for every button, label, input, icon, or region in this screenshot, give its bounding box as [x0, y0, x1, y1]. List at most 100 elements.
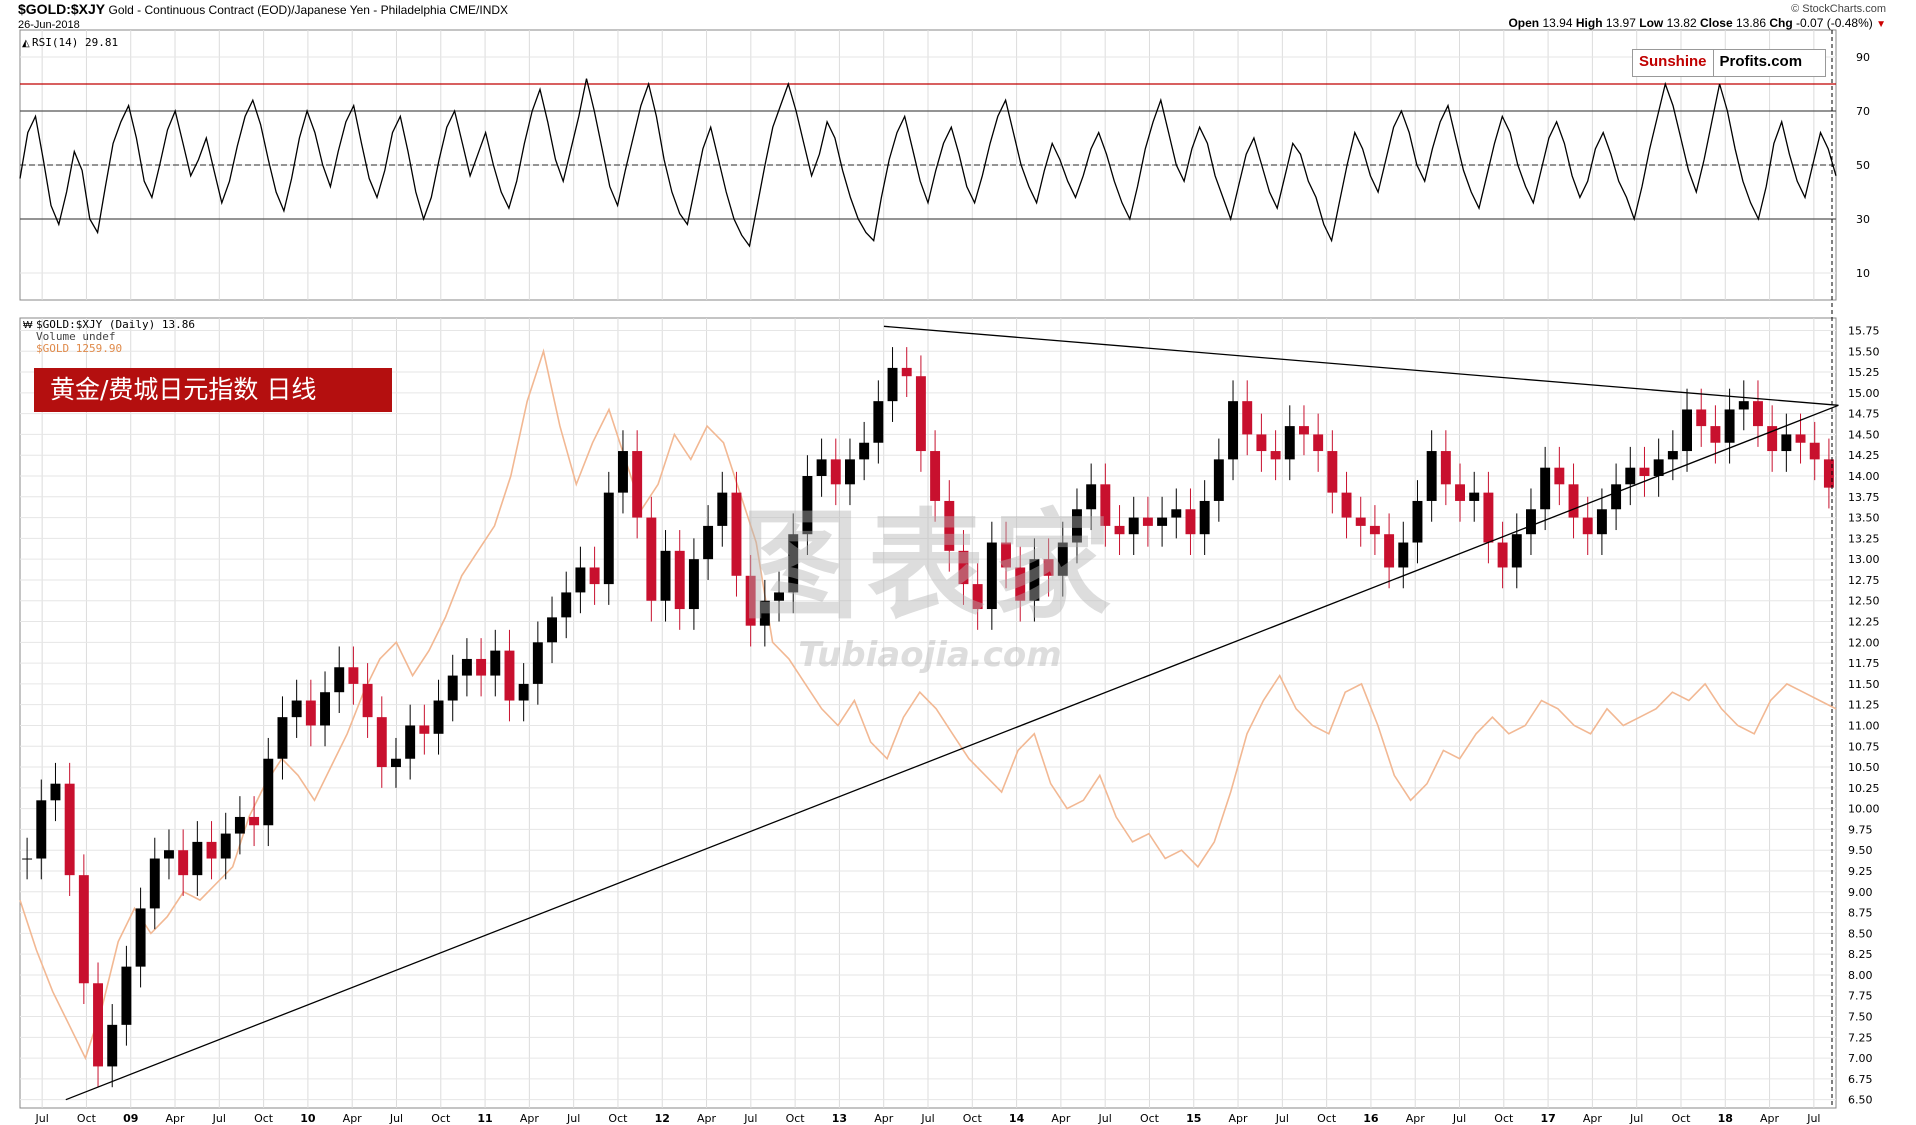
price-y-tick-label: 11.00 — [1848, 719, 1880, 732]
rsi-y-tick-label: 90 — [1856, 51, 1870, 64]
candle-body — [674, 550, 685, 610]
candle-body — [745, 575, 756, 626]
candle-body — [1100, 484, 1111, 526]
price-y-tick-label: 10.50 — [1848, 761, 1880, 774]
price-y-tick-label: 13.50 — [1848, 512, 1880, 525]
candle-body — [561, 592, 572, 618]
x-tick-label: Apr — [1229, 1112, 1249, 1125]
candle-body — [220, 833, 231, 859]
x-tick-label: Apr — [1051, 1112, 1071, 1125]
candle-body — [178, 850, 189, 876]
price-y-tick-label: 9.25 — [1848, 865, 1873, 878]
candle-body — [461, 658, 472, 676]
exchange-label: CME/INDX — [449, 3, 509, 17]
candle-body — [1199, 500, 1210, 535]
candle-body — [1398, 542, 1409, 568]
x-tick-label: Jul — [743, 1112, 757, 1125]
candle-body — [1412, 500, 1423, 543]
candle-body — [164, 850, 174, 859]
price-y-tick-label: 15.00 — [1848, 387, 1880, 400]
candle-body — [1554, 467, 1565, 485]
candle-body — [234, 816, 245, 834]
rsi-y-tick-label: 10 — [1856, 267, 1870, 280]
candle-body — [887, 367, 898, 402]
candle-body — [1313, 434, 1324, 452]
price-y-tick-label: 9.00 — [1848, 886, 1873, 899]
candle-body — [1738, 401, 1749, 410]
candle-body — [419, 725, 430, 734]
x-tick-label: Apr — [1406, 1112, 1426, 1125]
x-tick-label: Oct — [963, 1112, 983, 1125]
candle-body — [1526, 509, 1536, 535]
x-tick-label: Oct — [1494, 1112, 1514, 1125]
x-tick-label: Jul — [212, 1112, 226, 1125]
price-y-tick-label: 13.25 — [1848, 532, 1880, 545]
candle-body — [433, 700, 444, 734]
candle-body — [958, 550, 969, 585]
candle-body — [901, 367, 912, 377]
candle-body — [1114, 525, 1125, 535]
candle-body — [703, 525, 714, 560]
price-y-tick-label: 8.00 — [1848, 969, 1873, 982]
low-value: 13.82 — [1666, 16, 1697, 30]
candle-body — [1781, 434, 1792, 452]
x-tick-label: Jul — [1806, 1112, 1820, 1125]
price-y-tick-label: 8.75 — [1848, 907, 1873, 920]
candle-body — [50, 783, 61, 801]
candle-body — [1483, 492, 1494, 543]
price-y-tick-label: 15.75 — [1848, 324, 1880, 337]
candle-body — [518, 683, 529, 701]
candle-body — [1171, 509, 1182, 518]
rsi-legend: RSI(14) 29.81 — [32, 36, 118, 49]
candle-body — [1270, 451, 1281, 460]
price-y-tick-label: 15.25 — [1848, 366, 1880, 379]
x-tick-label: 18 — [1718, 1112, 1733, 1125]
candle-body — [1355, 517, 1366, 526]
candle-body — [816, 459, 827, 476]
low-label: Low — [1639, 16, 1664, 30]
candle-body — [986, 542, 997, 610]
candle-body — [1015, 567, 1026, 601]
candle-body — [1639, 467, 1650, 476]
chart-overlay-label: 黄金/费城日元指数 日线 — [34, 368, 392, 412]
candle-body — [1469, 492, 1480, 501]
candle-body — [1299, 426, 1309, 435]
candle-body — [263, 758, 274, 826]
x-tick-label: Jul — [1452, 1112, 1466, 1125]
candle-body — [1682, 409, 1692, 452]
candle-body — [1611, 484, 1622, 510]
x-tick-label: Oct — [608, 1112, 628, 1125]
x-tick-label: Oct — [1140, 1112, 1160, 1125]
price-legend: $GOLD:$XJY (Daily) 13.86 — [36, 318, 195, 331]
price-y-tick-label: 7.25 — [1848, 1031, 1873, 1044]
candle-body — [1228, 401, 1238, 460]
candle-body — [1327, 451, 1338, 493]
gold-price-line — [19, 348, 1837, 1061]
candle-body — [660, 550, 671, 601]
candle-body — [1086, 484, 1097, 510]
candle-body — [36, 800, 47, 859]
price-panel: 6.50 6.75 7.00 7.25 7.50 7.75 8.00 8.25 8.50 8.75… — [19, 317, 1880, 1109]
candle-body — [802, 476, 813, 535]
price-y-tick-label: 6.75 — [1848, 1073, 1873, 1086]
price-y-tick-label: 7.50 — [1848, 1011, 1873, 1024]
candle-body — [121, 966, 132, 1025]
candle-body — [859, 442, 870, 460]
candle-body — [774, 592, 784, 601]
x-tick-label: Oct — [77, 1112, 97, 1125]
candle-body — [759, 600, 770, 626]
candle-body — [1029, 559, 1040, 601]
x-tick-label: Jul — [1275, 1112, 1289, 1125]
candle-body — [348, 667, 359, 684]
price-y-tick-label: 13.75 — [1848, 491, 1880, 504]
rsi-y-tick-label: 70 — [1856, 105, 1870, 118]
candle-body — [490, 650, 501, 676]
x-tick-label: Jul — [566, 1112, 580, 1125]
candle-body — [731, 492, 742, 576]
high-label: High — [1575, 16, 1603, 30]
x-tick-label: Apr — [343, 1112, 363, 1125]
rsi-line — [19, 78, 1837, 248]
candle-body — [1185, 509, 1196, 535]
candle-body — [1256, 434, 1267, 452]
ticker-description: Gold - Continuous Contract (EOD)/Japanes… — [108, 3, 447, 17]
